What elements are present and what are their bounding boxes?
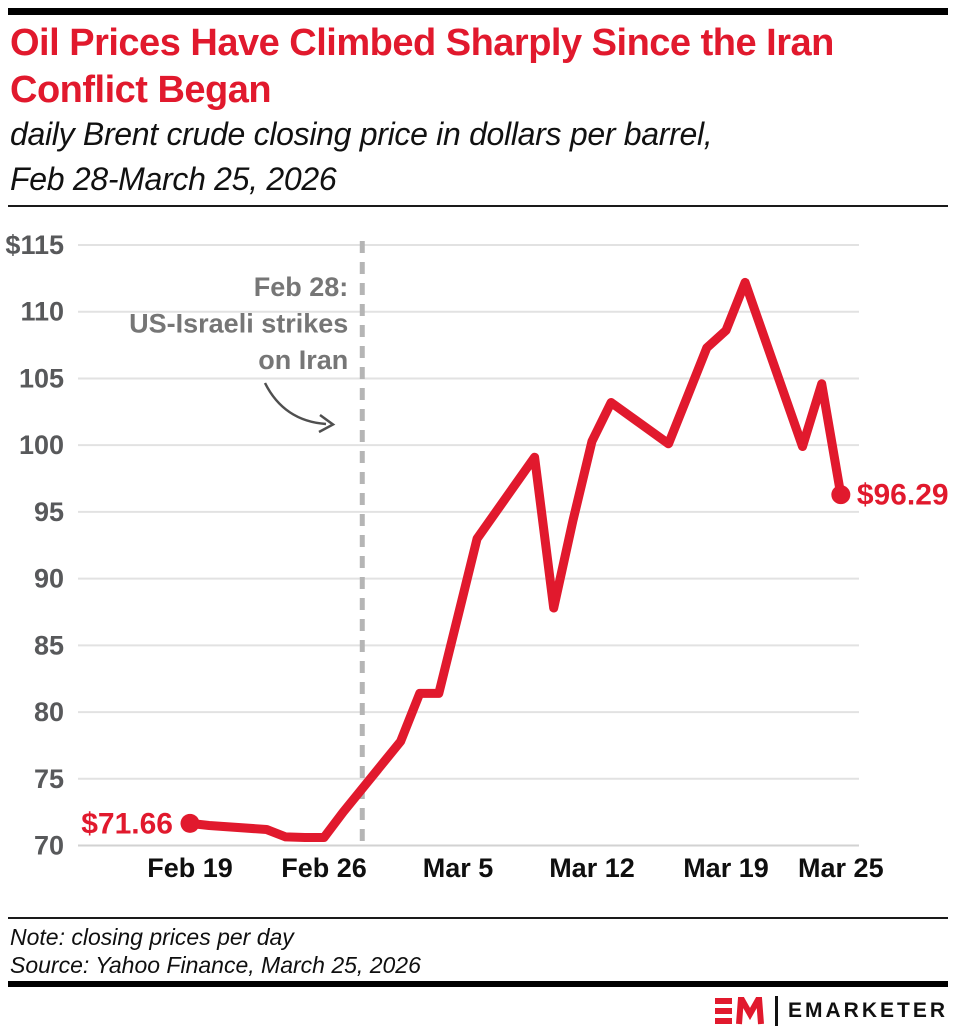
footer-divider-line [8,917,948,919]
annotation-text: Feb 28: [254,272,349,302]
annotation-arrow [263,382,327,426]
chart-source: Source: Yahoo Finance, March 25, 2026 [10,952,421,978]
logo-wordmark: EMARKETER [787,999,948,1022]
subtitle-line-2: Feb 28-March 25, 2026 [10,161,337,197]
x-tick-label: Mar 19 [683,853,769,883]
x-tick-label: Mar 25 [798,853,884,883]
x-tick-label: Mar 5 [423,853,494,883]
chart-note: Note: closing prices per day [10,924,294,950]
y-tick-label: 85 [34,630,64,660]
y-tick-label: 75 [34,764,64,794]
emarketer-monogram-icon [714,997,764,1025]
logo-m-shape [735,997,764,1025]
start-price-label: $71.66 [81,807,173,840]
annotation-arrowhead [318,413,336,434]
chart-area: $115 110 105 100 95 90 85 80 75 70 Feb 19 Feb 26 Mar… [0,225,956,890]
y-tick-label: 100 [19,430,64,460]
title-line-1: Oil Prices Have Climbed Sharply Since th… [10,22,834,64]
page-subtitle: daily Brent crude closing price in dolla… [10,112,940,202]
price-chart: $115 110 105 100 95 90 85 80 75 70 Feb 19 Feb 26 Mar… [5,230,949,883]
end-price-label: $96.29 [857,479,949,512]
header-divider-line [8,205,948,207]
x-tick-label: Feb 19 [147,853,233,883]
logo-divider-bar [774,996,778,1026]
y-tick-label: 90 [34,564,64,594]
annotation-text: US-Israeli strikes [129,309,348,339]
logo-e-bars [714,998,732,1024]
x-tick-label: Feb 26 [281,853,367,883]
subtitle-line-1: daily Brent crude closing price in dolla… [10,116,713,152]
y-tick-label: 95 [34,497,64,527]
y-tick-label: 105 [19,363,64,393]
y-tick-label: $115 [5,230,64,260]
annotation-text: on Iran [258,345,348,375]
price-line [185,277,846,842]
x-tick-label: Mar 12 [549,853,635,883]
end-dot [831,485,851,505]
y-tick-label: 110 [20,297,64,327]
bottom-black-bar [8,981,948,987]
y-tick-label: 80 [34,697,64,727]
start-dot [180,813,200,833]
top-black-bar [8,8,948,15]
emarketer-logo: EMARKETER [714,994,948,1028]
title-line-2: Conflict Began [10,69,272,111]
y-tick-label: 70 [34,831,64,861]
page-title: Oil Prices Have Climbed Sharply Since th… [10,20,940,114]
